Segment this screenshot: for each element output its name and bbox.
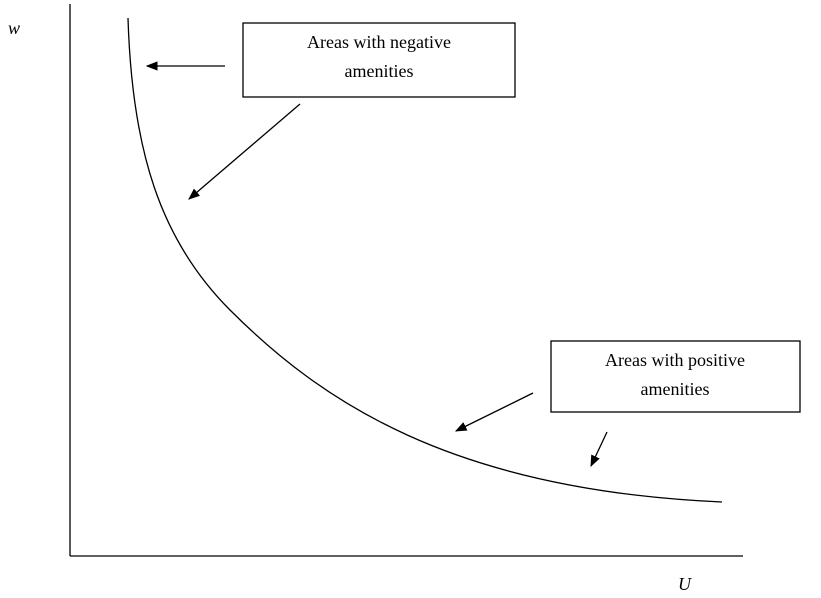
callout-box (550, 340, 801, 413)
arrow (188, 103, 301, 200)
curve (127, 17, 723, 503)
callout-box (242, 22, 516, 98)
arrow (454, 392, 534, 432)
callout-text: amenities (345, 61, 414, 81)
arrow (590, 431, 608, 468)
callout-text: amenities (641, 379, 710, 399)
callout-text: Areas with negative (307, 32, 451, 52)
x-axis-label: U (678, 574, 692, 594)
callout-text: Areas with positive (605, 350, 745, 370)
y-axis-label: w (8, 18, 20, 38)
